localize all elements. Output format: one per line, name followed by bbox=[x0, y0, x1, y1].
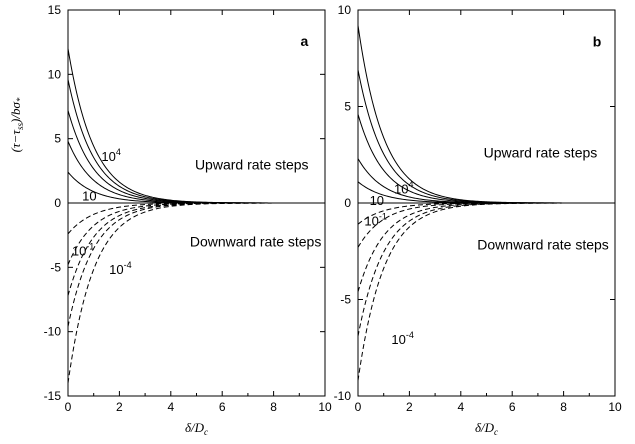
y-tick-label: -10 bbox=[334, 389, 352, 403]
downward-curve bbox=[357, 202, 615, 381]
upward-curve bbox=[357, 25, 615, 204]
x-tick-label: 8 bbox=[270, 400, 277, 414]
y-tick-label: -10 bbox=[44, 325, 62, 339]
panel-b: 0 2 4 6 8 10 -10 -5 0 5 10 δ/Dc 104 10 10-1 10-4 Upward … bbox=[334, 3, 622, 437]
upward-curve bbox=[67, 48, 325, 204]
upward-annotation: Upward rate steps bbox=[484, 145, 598, 161]
curve-label: 104 bbox=[101, 147, 120, 164]
y-axis-title: (τ−τss)/bσ* bbox=[8, 97, 25, 152]
x-tick-label: 2 bbox=[406, 400, 413, 414]
curve-label: 10-4 bbox=[391, 330, 413, 347]
x-tick-label: 4 bbox=[457, 400, 464, 414]
x-tick-label: 4 bbox=[167, 400, 174, 414]
panel-letter: b bbox=[593, 34, 602, 50]
curve-label: 10-4 bbox=[109, 260, 131, 277]
x-axis-title: δ/Dc bbox=[475, 420, 498, 437]
y-tick-label: 5 bbox=[344, 100, 351, 114]
upward-curve bbox=[67, 79, 325, 204]
x-tick-label: 2 bbox=[116, 400, 123, 414]
upward-annotation: Upward rate steps bbox=[195, 157, 309, 173]
x-tick-label: 6 bbox=[219, 400, 226, 414]
y-tick-label: 10 bbox=[338, 3, 352, 17]
y-tick-label: -15 bbox=[44, 389, 62, 403]
panel-a: 0 2 4 6 8 10 -15 -10 -5 0 5 10 15 δ/Dc 104 10 10-1 10-4 Up… bbox=[44, 3, 332, 437]
curve-label: 10-1 bbox=[364, 211, 386, 228]
downward-curve bbox=[357, 202, 615, 225]
y-tick-label: 0 bbox=[344, 196, 351, 210]
panel-letter: a bbox=[301, 33, 309, 49]
downward-annotation: Downward rate steps bbox=[477, 236, 609, 252]
y-tick-label: 10 bbox=[48, 67, 62, 81]
y-tick-label: 5 bbox=[54, 132, 61, 146]
downward-annotation: Downward rate steps bbox=[190, 234, 322, 250]
x-tick-label: 6 bbox=[509, 400, 516, 414]
y-tick-label: 15 bbox=[48, 3, 62, 17]
curve-label: 10-1 bbox=[72, 241, 94, 258]
y-tick-label: -5 bbox=[340, 293, 351, 307]
curve-label: 10 bbox=[82, 189, 96, 204]
upward-curve bbox=[67, 171, 325, 204]
y-tick-label: -5 bbox=[50, 260, 61, 274]
downward-curve bbox=[67, 202, 325, 327]
downward-curve bbox=[67, 202, 325, 384]
x-tick-label: 0 bbox=[65, 400, 72, 414]
x-tick-label: 8 bbox=[560, 400, 567, 414]
downward-curve bbox=[67, 202, 325, 235]
y-tick-label: 0 bbox=[54, 196, 61, 210]
curve-label: 10 bbox=[370, 193, 384, 208]
downward-curve bbox=[357, 202, 615, 337]
x-tick-label: 0 bbox=[355, 400, 362, 414]
x-tick-label: 10 bbox=[318, 400, 332, 414]
x-tick-label: 10 bbox=[608, 400, 622, 414]
downward-curve bbox=[357, 202, 615, 248]
curve-label: 104 bbox=[394, 179, 413, 196]
x-axis-title: δ/Dc bbox=[185, 420, 208, 437]
